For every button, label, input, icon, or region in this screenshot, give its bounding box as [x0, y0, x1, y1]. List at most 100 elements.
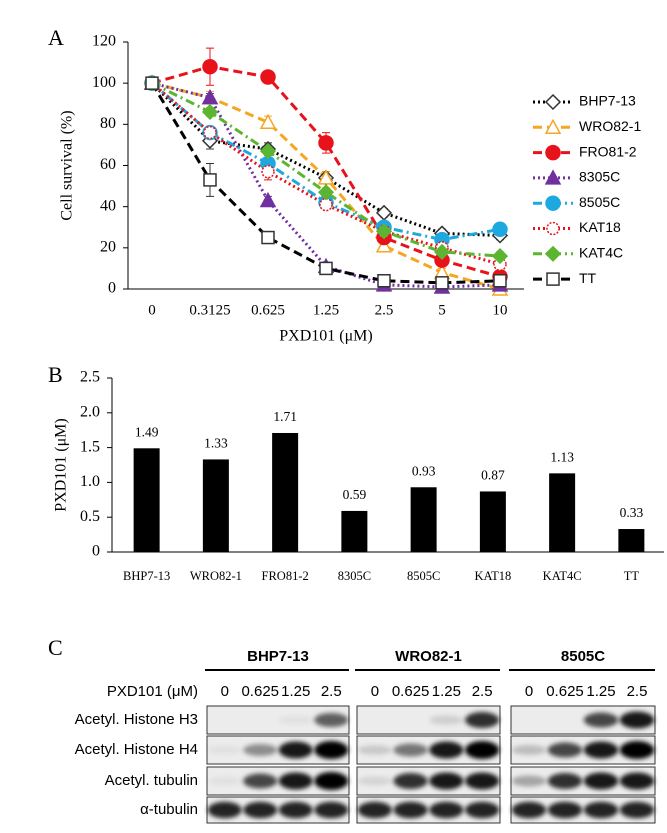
band [547, 773, 583, 789]
dose-value: 2.5 [627, 683, 648, 700]
band [314, 801, 349, 819]
panel-label: A [48, 25, 64, 50]
band [393, 773, 428, 789]
legend-marker [546, 272, 560, 286]
dose-value: 0 [221, 683, 229, 700]
band [511, 801, 547, 819]
marker [319, 197, 333, 212]
dose-value: 1.25 [281, 683, 310, 700]
band [583, 801, 619, 819]
y-tick-label: 1.5 [80, 438, 100, 455]
y-tick-label: 1.0 [80, 473, 100, 490]
dose-value: 1.25 [586, 683, 615, 700]
band [243, 801, 278, 819]
band [511, 745, 547, 755]
bar [618, 529, 645, 552]
band [278, 715, 313, 725]
band [464, 772, 500, 790]
x-tick-label: 5 [438, 302, 446, 318]
x-tick-label: WRO82-1 [190, 569, 242, 583]
dose-value: 0 [525, 683, 533, 700]
y-tick-label: 100 [92, 74, 116, 91]
x-tick-label: KAT4C [543, 569, 582, 583]
legend-label: FRO81-2 [579, 143, 637, 159]
x-tick-label: FRO81-2 [262, 569, 309, 583]
bar [479, 491, 506, 552]
band [357, 745, 393, 755]
bar [410, 487, 437, 552]
band [583, 741, 619, 759]
marker [493, 274, 507, 288]
band [619, 801, 655, 819]
band [619, 772, 655, 790]
marker [203, 173, 217, 187]
y-tick-label: 80 [100, 115, 116, 132]
x-tick-label: 8505C [407, 569, 440, 583]
dose-value: 2.5 [472, 683, 493, 700]
band [278, 741, 313, 759]
band [357, 801, 393, 819]
marker [261, 230, 275, 245]
cell-line-header: 8505C [561, 648, 605, 665]
x-tick-label: 0.3125 [189, 302, 230, 318]
marker [375, 204, 393, 221]
band [243, 744, 278, 756]
bar [272, 432, 299, 552]
y-tick-label: 0.5 [80, 508, 100, 525]
series-line [150, 82, 501, 237]
y-tick-label: 2.5 [80, 369, 100, 386]
marker [260, 69, 276, 85]
y-tick-label: 0 [108, 280, 116, 297]
marker [145, 76, 159, 90]
y-tick-label: 20 [100, 239, 116, 256]
marker [259, 113, 277, 130]
band [207, 776, 242, 786]
x-tick-label: 1.25 [313, 302, 339, 318]
value-label: 1.13 [550, 449, 574, 464]
marker [433, 243, 451, 261]
band [583, 772, 619, 790]
dose-value: 0.625 [546, 683, 584, 700]
x-tick-label: 10 [493, 302, 508, 318]
legend-label: KAT18 [579, 219, 621, 235]
panel-label: B [48, 362, 63, 387]
bar [549, 473, 576, 552]
band [429, 772, 464, 790]
marker [493, 257, 507, 272]
legend-label: 8505C [579, 194, 620, 210]
legend-label: 8305C [579, 169, 620, 185]
marker [319, 261, 333, 276]
x-axis-label: PXD101 (μM) [279, 328, 372, 345]
band [619, 741, 655, 759]
x-tick-label: TT [624, 569, 640, 583]
row-label: α-tubulin [140, 801, 198, 818]
y-axis-label: Cell survival (%) [59, 110, 76, 220]
band [429, 801, 464, 819]
bar [133, 448, 160, 552]
row-label: Acetyl. tubulin [105, 772, 198, 789]
bar [341, 510, 368, 552]
band [464, 712, 500, 728]
marker [203, 125, 217, 140]
legend-marker [545, 195, 561, 211]
marker [201, 103, 219, 121]
marker [491, 248, 509, 265]
row-label: Acetyl. Histone H4 [75, 741, 198, 758]
dose-value: 2.5 [321, 683, 342, 700]
dose-value: 0 [371, 683, 379, 700]
marker [202, 58, 218, 75]
value-label: 1.71 [273, 409, 297, 424]
bar [202, 459, 229, 552]
value-label: 1.49 [135, 424, 159, 439]
y-axis-label: PXD101 (μM) [53, 418, 70, 511]
legend-marker [544, 245, 562, 262]
legend-marker [545, 144, 561, 161]
x-tick-label: 8305C [338, 569, 371, 583]
marker [259, 143, 277, 160]
band [207, 745, 242, 755]
marker [435, 276, 449, 290]
legend-label: WRO82-1 [579, 118, 641, 134]
band [278, 772, 313, 790]
